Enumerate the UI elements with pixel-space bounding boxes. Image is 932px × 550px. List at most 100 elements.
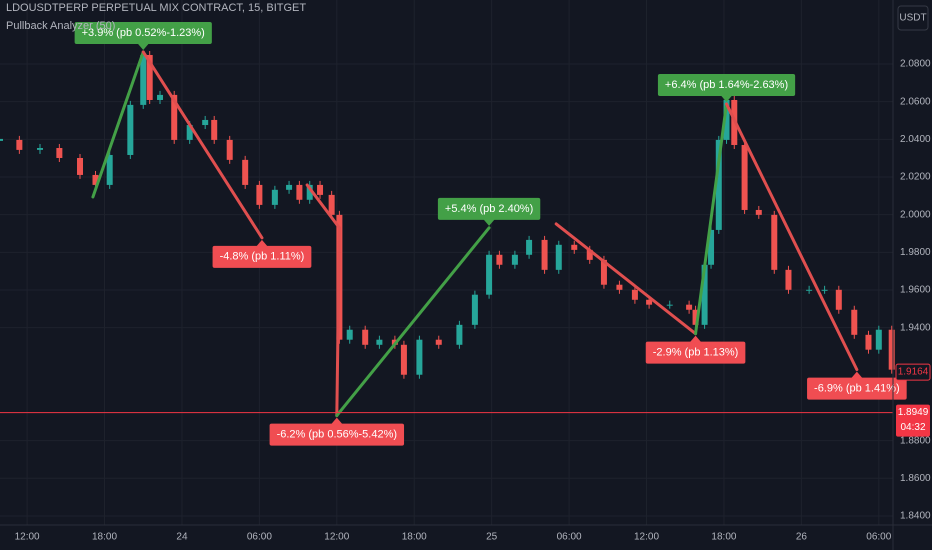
candle	[631, 289, 638, 300]
y-tick-label: 1.9800	[900, 247, 931, 258]
chart-title: LDOUSDTPERP PERPETUAL MIX CONTRACT, 15, …	[6, 2, 306, 14]
annotation-box	[437, 197, 541, 220]
last-price-box	[895, 363, 931, 381]
candle	[526, 239, 533, 255]
candle	[541, 239, 548, 270]
candle	[723, 99, 730, 140]
candle	[571, 244, 578, 250]
annotation: -4.8% (pb 1.11%)	[212, 239, 312, 268]
candle	[806, 289, 813, 291]
candle	[77, 157, 84, 175]
y-tick-label: 1.8400	[900, 511, 931, 522]
annotation: -6.9% (pb 1.41%)	[807, 371, 907, 400]
last-price-label: 1.9164	[898, 367, 929, 378]
candle	[296, 184, 303, 200]
zigzag-segment	[554, 222, 698, 336]
annotation-pointer	[689, 335, 702, 343]
x-tick-label: 12:00	[15, 532, 40, 543]
candle	[346, 329, 353, 340]
candle	[256, 184, 263, 205]
currency-button[interactable]	[897, 5, 929, 31]
zigzag-segment	[694, 102, 729, 336]
annotation: +3.9% (pb 0.52%-1.23%)	[74, 21, 212, 50]
candle	[755, 209, 762, 215]
x-tick-label: 12:00	[324, 532, 349, 543]
candle	[835, 289, 842, 310]
candle	[306, 184, 313, 200]
annotation-pointer	[720, 94, 733, 102]
candle	[486, 254, 493, 295]
y-tick-label: 1.8800	[900, 435, 931, 446]
candle	[186, 125, 193, 140]
x-tick-label: 18:00	[402, 532, 427, 543]
candle	[471, 294, 478, 325]
countdown: 04:32	[900, 422, 925, 433]
annotation-label: +3.9% (pb 0.52%-1.23%)	[82, 27, 205, 39]
y-tick-label: 2.0200	[900, 172, 931, 183]
annotation: -6.2% (pb 0.56%-5.42%)	[269, 417, 405, 446]
current-price-box	[896, 404, 930, 437]
annotation-label: -4.8% (pb 1.11%)	[220, 251, 305, 263]
annotation-label: -6.9% (pb 1.41%)	[814, 383, 900, 395]
y-tick-label: 2.0400	[900, 134, 931, 145]
candle	[242, 159, 249, 185]
y-tick-label: 1.9400	[900, 322, 931, 333]
y-tick-label: 1.8600	[900, 473, 931, 484]
candle	[106, 154, 113, 185]
annotation-box	[645, 341, 746, 364]
candle	[328, 194, 335, 215]
annotation: +5.4% (pb 2.40%)	[437, 197, 541, 226]
candle	[708, 229, 715, 265]
candle	[286, 184, 293, 190]
candle	[875, 329, 882, 350]
currency[interactable]: USDT	[899, 13, 926, 24]
y-tick-label: 2.0800	[900, 59, 931, 70]
candle	[92, 174, 99, 185]
x-tick-label: 06:00	[866, 532, 891, 543]
candle	[271, 189, 278, 205]
candle	[785, 269, 792, 290]
candle	[701, 264, 708, 325]
zigzag-segment	[725, 102, 859, 372]
zigzag-segment	[335, 226, 491, 418]
candle	[865, 334, 872, 350]
annotation: -2.9% (pb 1.13%)	[645, 335, 746, 364]
annotation-box	[807, 377, 907, 400]
candle	[692, 309, 699, 325]
annotation-box	[657, 73, 796, 96]
candle	[171, 94, 178, 140]
x-tick-label: 06:00	[247, 532, 272, 543]
zigzag-segment	[305, 183, 341, 230]
candle	[211, 119, 218, 140]
candle	[456, 324, 463, 345]
candle	[56, 148, 63, 158]
x-tick-label: 12:00	[634, 532, 659, 543]
candle	[376, 339, 383, 345]
annotation: +6.4% (pb 1.64%-2.63%)	[657, 73, 796, 102]
candle	[496, 254, 503, 265]
candle	[37, 148, 44, 150]
annotation-pointer	[330, 417, 343, 425]
candle	[646, 299, 653, 305]
candle	[741, 144, 748, 210]
candle	[16, 139, 23, 150]
candle	[888, 329, 895, 370]
candle	[586, 249, 593, 260]
candle	[157, 94, 164, 100]
x-tick-label: 26	[796, 532, 808, 543]
x-tick-label: 25	[486, 532, 498, 543]
annotation-label: -2.9% (pb 1.13%)	[653, 347, 739, 359]
annotation-box	[74, 21, 212, 44]
candle	[715, 139, 722, 230]
current-price-label: 1.8949	[898, 407, 929, 418]
annotation-pointer	[137, 42, 150, 50]
candle	[202, 119, 209, 126]
x-tick-label: 18:00	[92, 532, 117, 543]
annotation-pointer	[255, 239, 268, 247]
candle	[511, 254, 518, 265]
annotation-pointer	[483, 218, 496, 226]
annotation-pointer	[850, 371, 863, 379]
annotation-label: -6.2% (pb 0.56%-5.42%)	[277, 428, 397, 440]
candle	[616, 284, 623, 290]
